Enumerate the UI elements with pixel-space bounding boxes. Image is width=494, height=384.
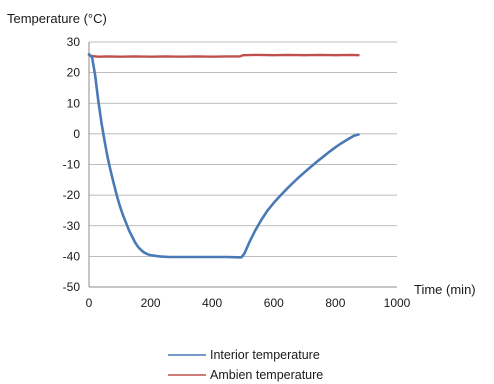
y-tick-label: 0 — [73, 127, 80, 141]
y-tick-label: -10 — [63, 158, 81, 172]
y-tick-label: -40 — [63, 249, 81, 263]
y-tick-label: -20 — [63, 188, 81, 202]
x-tick-label: 0 — [86, 296, 93, 310]
x-axis-title: Time (min) — [414, 282, 476, 297]
y-tick-label: 30 — [67, 35, 81, 49]
legend-label-ambient: Ambien temperature — [210, 368, 323, 382]
legend-label-interior: Interior temperature — [210, 348, 320, 362]
gridlines — [89, 41, 397, 257]
legend: Interior temperature Ambien temperature — [168, 348, 323, 382]
x-tick-label: 800 — [325, 296, 345, 310]
x-tick-label: 200 — [141, 296, 161, 310]
series-lines — [87, 53, 360, 259]
y-tick-label: -30 — [63, 219, 81, 233]
y-tick-label: 20 — [67, 66, 81, 80]
x-tick-label: 400 — [202, 296, 222, 310]
y-axis-title: Temperature (°C) — [7, 11, 107, 26]
series-line-ambient — [87, 53, 360, 58]
tick-labels: 30 20 10 0 -10 -20 -30 -40 -50 0 200 400 600 800 1000 — [63, 35, 411, 310]
y-tick-label: 10 — [67, 96, 81, 110]
y-tick-label: -50 — [63, 280, 81, 294]
x-tick-label: 1000 — [384, 296, 411, 310]
x-tick-label: 600 — [264, 296, 284, 310]
series-line-interior — [87, 53, 360, 259]
axes — [88, 42, 397, 288]
